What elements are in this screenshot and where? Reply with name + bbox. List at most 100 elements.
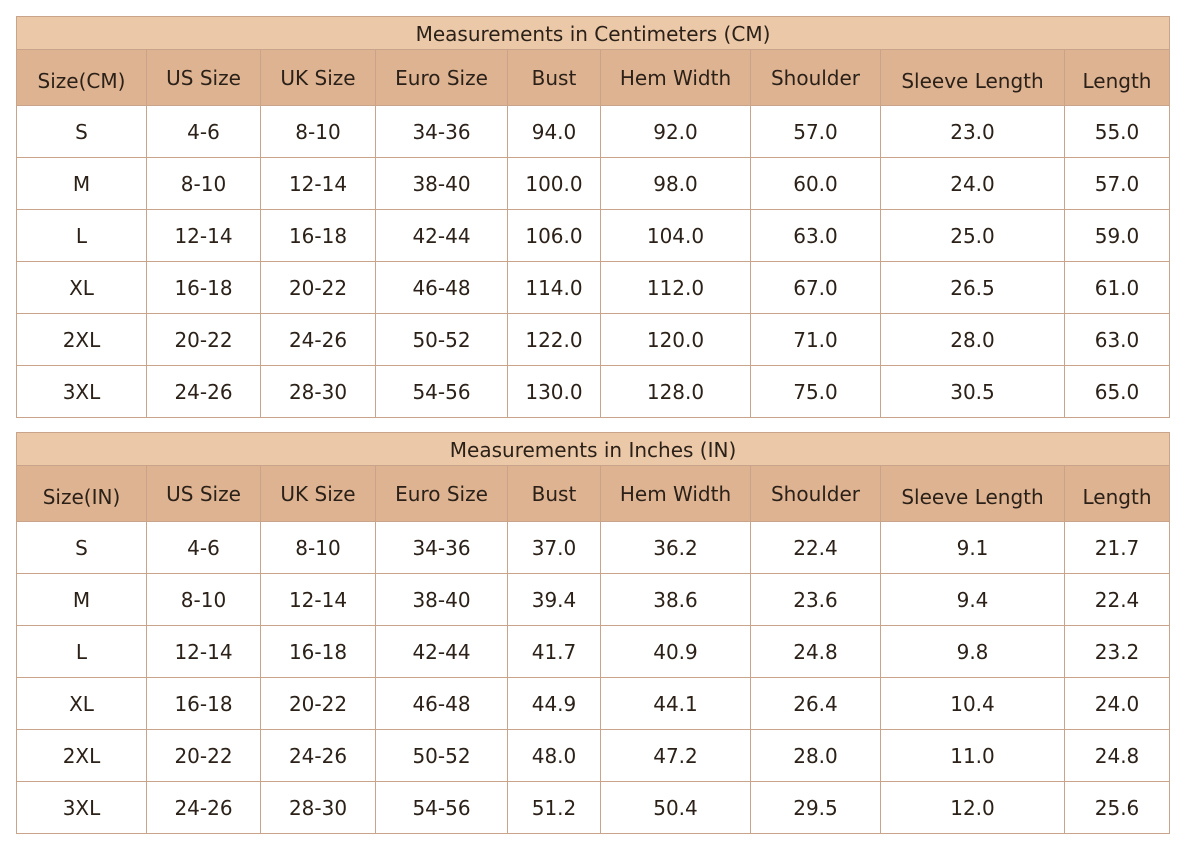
size-chart-cm-table: Measurements in Centimeters (CM) Size(CM…	[16, 16, 1170, 418]
cell-length: 24.8	[1063, 729, 1171, 782]
cell-euro-size: 54-56	[375, 781, 508, 834]
cell-hem-width: 47.2	[600, 729, 751, 782]
cell-us-size: 8-10	[146, 573, 261, 626]
cell-bust: 114.0	[507, 261, 601, 314]
cell-size: S	[16, 105, 147, 158]
cell-uk-size: 24-26	[260, 313, 376, 366]
column-header-shoulder: Shoulder	[750, 465, 881, 522]
cell-us-size: 16-18	[146, 677, 261, 730]
table-row: 2XL 20-22 24-26 50-52 48.0 47.2 28.0 11.0 24.8	[16, 729, 1171, 782]
cell-size: M	[16, 573, 147, 626]
cell-shoulder: 26.4	[750, 677, 881, 730]
cell-shoulder: 57.0	[750, 105, 881, 158]
cell-bust: 39.4	[507, 573, 601, 626]
cell-hem-width: 40.9	[600, 625, 751, 678]
cell-shoulder: 22.4	[750, 521, 881, 574]
cell-length: 25.6	[1063, 781, 1171, 834]
cell-sleeve-length: 25.0	[880, 209, 1065, 262]
cell-sleeve-length: 10.4	[880, 677, 1065, 730]
table-row: 2XL 20-22 24-26 50-52 122.0 120.0 71.0 28.0 63.0	[16, 313, 1170, 366]
cell-uk-size: 8-10	[260, 105, 376, 158]
column-header-shoulder: Shoulder	[750, 49, 881, 106]
cell-size: 3XL	[16, 365, 147, 418]
cell-shoulder: 60.0	[750, 157, 881, 210]
column-header-hem-width: Hem Width	[600, 465, 751, 522]
cell-size: 2XL	[16, 729, 147, 782]
cell-bust: 51.2	[507, 781, 601, 834]
cell-us-size: 4-6	[146, 521, 261, 574]
table-row: 3XL 24-26 28-30 54-56 130.0 128.0 75.0 30.5 65.0	[16, 365, 1170, 418]
cell-uk-size: 20-22	[260, 677, 376, 730]
column-header-sleeve-length: Sleeve Length	[880, 465, 1065, 522]
cell-uk-size: 16-18	[260, 209, 376, 262]
column-header-uk-size: UK Size	[260, 49, 376, 106]
table-header-row: Size(IN) US Size UK Size Euro Size Bust …	[16, 465, 1171, 522]
cell-uk-size: 28-30	[260, 781, 376, 834]
cell-hem-width: 38.6	[600, 573, 751, 626]
cell-bust: 94.0	[507, 105, 601, 158]
table-row: S 4-6 8-10 34-36 94.0 92.0 57.0 23.0 55.0	[16, 105, 1170, 158]
table-row: L 12-14 16-18 42-44 41.7 40.9 24.8 9.8 23.2	[16, 625, 1171, 678]
cell-length: 63.0	[1064, 313, 1170, 366]
cell-euro-size: 50-52	[375, 313, 508, 366]
cell-hem-width: 98.0	[600, 157, 751, 210]
cell-hem-width: 44.1	[600, 677, 751, 730]
cell-hem-width: 36.2	[600, 521, 751, 574]
cell-euro-size: 54-56	[375, 365, 508, 418]
table-row: 3XL 24-26 28-30 54-56 51.2 50.4 29.5 12.0 25.6	[16, 781, 1171, 834]
cell-size: L	[16, 625, 147, 678]
cell-shoulder: 63.0	[750, 209, 881, 262]
cell-length: 24.0	[1063, 677, 1171, 730]
cell-euro-size: 38-40	[375, 573, 508, 626]
cell-length: 61.0	[1064, 261, 1170, 314]
cell-us-size: 20-22	[146, 313, 261, 366]
table-row: M 8-10 12-14 38-40 39.4 38.6 23.6 9.4 22.4	[16, 573, 1171, 626]
cell-bust: 44.9	[507, 677, 601, 730]
cell-euro-size: 46-48	[375, 677, 508, 730]
column-header-euro-size: Euro Size	[375, 465, 508, 522]
cell-uk-size: 12-14	[260, 573, 376, 626]
column-header-bust: Bust	[507, 49, 601, 106]
cell-size: L	[16, 209, 147, 262]
cell-bust: 100.0	[507, 157, 601, 210]
cell-bust: 48.0	[507, 729, 601, 782]
table-header-row: Size(CM) US Size UK Size Euro Size Bust …	[16, 49, 1170, 106]
cell-sleeve-length: 9.4	[880, 573, 1065, 626]
cell-length: 23.2	[1063, 625, 1171, 678]
column-header-size: Size(CM)	[16, 49, 147, 106]
cell-hem-width: 92.0	[600, 105, 751, 158]
cell-length: 55.0	[1064, 105, 1170, 158]
cell-shoulder: 28.0	[750, 729, 881, 782]
cell-us-size: 24-26	[146, 365, 261, 418]
cell-shoulder: 75.0	[750, 365, 881, 418]
cell-us-size: 4-6	[146, 105, 261, 158]
column-header-us-size: US Size	[146, 465, 261, 522]
cell-size: M	[16, 157, 147, 210]
cell-size: XL	[16, 261, 147, 314]
column-header-euro-size: Euro Size	[375, 49, 508, 106]
cell-uk-size: 28-30	[260, 365, 376, 418]
table-title-row: Measurements in Inches (IN)	[15, 432, 1171, 466]
cell-sleeve-length: 28.0	[880, 313, 1065, 366]
cell-uk-size: 12-14	[260, 157, 376, 210]
table-row: L 12-14 16-18 42-44 106.0 104.0 63.0 25.0 59.0	[16, 209, 1170, 262]
cell-sleeve-length: 12.0	[880, 781, 1065, 834]
table-title-row: Measurements in Centimeters (CM)	[16, 16, 1170, 50]
table-title: Measurements in Centimeters (CM)	[16, 16, 1170, 50]
cell-length: 21.7	[1063, 521, 1171, 574]
cell-us-size: 16-18	[146, 261, 261, 314]
cell-euro-size: 50-52	[375, 729, 508, 782]
column-header-us-size: US Size	[146, 49, 261, 106]
cell-sleeve-length: 9.8	[880, 625, 1065, 678]
cell-shoulder: 23.6	[750, 573, 881, 626]
cell-us-size: 24-26	[146, 781, 261, 834]
cell-us-size: 20-22	[146, 729, 261, 782]
column-header-length: Length	[1063, 465, 1171, 522]
cell-sleeve-length: 26.5	[880, 261, 1065, 314]
cell-hem-width: 50.4	[600, 781, 751, 834]
column-header-sleeve-length: Sleeve Length	[880, 49, 1065, 106]
column-header-uk-size: UK Size	[260, 465, 376, 522]
cell-euro-size: 42-44	[375, 209, 508, 262]
cell-us-size: 12-14	[146, 625, 261, 678]
cell-hem-width: 120.0	[600, 313, 751, 366]
